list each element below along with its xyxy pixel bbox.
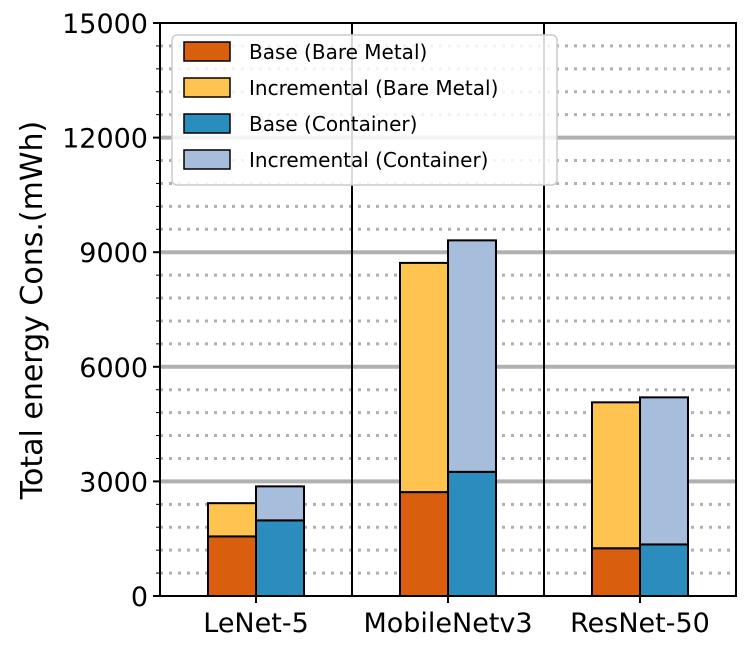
bar-incremental-bare-metal-mobilenetv3 <box>399 261 449 494</box>
bar-base-container-resnet-50 <box>639 543 689 597</box>
x-tick-label: ResNet-50 <box>570 608 710 639</box>
legend-swatch <box>183 41 231 62</box>
bar-incremental-container-mobilenetv3 <box>447 239 497 473</box>
bar-base-bare-metal-mobilenetv3 <box>399 491 449 598</box>
legend-label: Base (Container) <box>249 112 417 136</box>
bar-incremental-container-lenet-5 <box>255 485 305 522</box>
bar-base-bare-metal-lenet-5 <box>207 535 257 598</box>
y-tick-label: 0 <box>131 582 148 613</box>
bar-incremental-bare-metal-lenet-5 <box>207 502 257 538</box>
bar-base-bare-metal-resnet-50 <box>591 547 641 597</box>
legend-swatch <box>183 149 231 170</box>
legend-label: Base (Bare Metal) <box>249 40 427 64</box>
legend-label: Incremental (Container) <box>249 148 488 172</box>
bars <box>207 239 689 598</box>
y-axis-label: Total energy Cons.(mWh) <box>15 121 50 500</box>
bar-base-container-lenet-5 <box>255 519 305 598</box>
x-tick-label: LeNet-5 <box>203 608 309 639</box>
bar-incremental-bare-metal-resnet-50 <box>591 401 641 550</box>
y-tick-label: 6000 <box>79 353 148 384</box>
bar-base-container-mobilenetv3 <box>447 470 497 598</box>
legend-box <box>171 34 558 186</box>
legend-swatch <box>183 77 231 98</box>
y-tick-label: 3000 <box>79 467 148 498</box>
legend-label: Incremental (Bare Metal) <box>249 76 498 100</box>
axis-ticks: 0 3000 6000 9000 12000 15000 LeNet-5 MobileNetv… <box>62 9 710 639</box>
y-tick-label: 9000 <box>79 238 148 269</box>
x-tick-label: MobileNetv3 <box>363 608 532 639</box>
y-tick-label: 15000 <box>62 9 148 40</box>
bar-incremental-container-resnet-50 <box>639 396 689 546</box>
legend-swatch <box>183 113 231 134</box>
legend: Base (Bare Metal) Incremental (Bare Metal… <box>171 34 558 186</box>
y-tick-label: 12000 <box>62 124 148 155</box>
